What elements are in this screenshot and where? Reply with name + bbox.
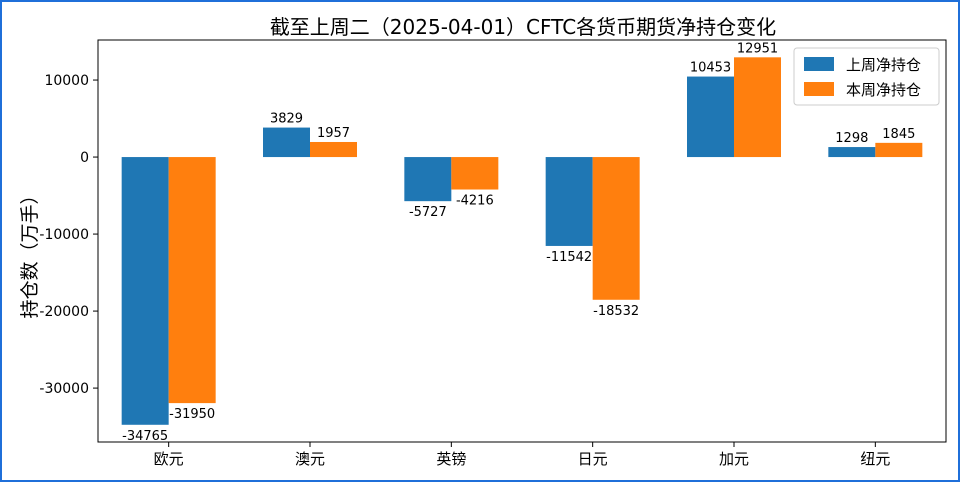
data-label: 1298 xyxy=(835,131,868,146)
bar-last-week xyxy=(687,76,734,158)
x-tick-label: 欧元 xyxy=(154,450,184,468)
data-label: 1845 xyxy=(882,127,915,142)
plot-area: -30000 -20000 -10000 0 10000 欧元 -34765-31950 澳元… xyxy=(39,39,947,468)
bar-last-week xyxy=(545,157,593,246)
bar-this-week xyxy=(875,142,923,158)
x-tick-label: 日元 xyxy=(578,450,608,468)
bar-this-week xyxy=(168,157,216,404)
legend-label: 上周净持仓 xyxy=(846,56,921,74)
plot-frame xyxy=(97,39,947,443)
y-tick-label: 10000 xyxy=(44,73,89,89)
x-tick-label: 澳元 xyxy=(295,450,325,468)
legend-swatch xyxy=(804,57,834,71)
x-tick-label: 加元 xyxy=(719,450,749,468)
x-tick-label: 英镑 xyxy=(436,450,466,468)
data-label: -4216 xyxy=(456,194,494,209)
x-tick-label: 纽元 xyxy=(860,450,890,468)
data-label: 3829 xyxy=(270,112,303,127)
legend-label: 本周净持仓 xyxy=(846,81,921,99)
bar-last-week xyxy=(263,127,310,158)
bar-this-week xyxy=(734,57,781,158)
data-label: -31950 xyxy=(169,407,215,422)
legend-swatch xyxy=(804,82,834,96)
y-tick-label: 0 xyxy=(80,150,89,166)
data-label: -11542 xyxy=(546,250,592,265)
data-label: -18532 xyxy=(593,304,639,319)
y-tick-label: -10000 xyxy=(39,227,89,243)
bar-this-week xyxy=(451,157,499,190)
y-axis-label: 持仓数（万手） xyxy=(19,185,41,318)
bar-this-week xyxy=(310,141,357,158)
data-label: -5727 xyxy=(409,205,447,220)
y-tick-label: -30000 xyxy=(39,381,89,397)
data-label: 10453 xyxy=(690,61,731,76)
bar-this-week xyxy=(592,157,640,300)
data-label: 12951 xyxy=(737,41,778,56)
bar-last-week xyxy=(121,157,169,425)
bar-last-week xyxy=(828,147,876,158)
chart-title: 截至上周二（2025-04-01）CFTC各货币期货净持仓变化 xyxy=(270,15,776,39)
data-label: 1957 xyxy=(317,126,350,141)
bar-last-week xyxy=(404,157,452,202)
y-tick-label: -20000 xyxy=(39,304,89,320)
data-label: -34765 xyxy=(122,429,168,444)
